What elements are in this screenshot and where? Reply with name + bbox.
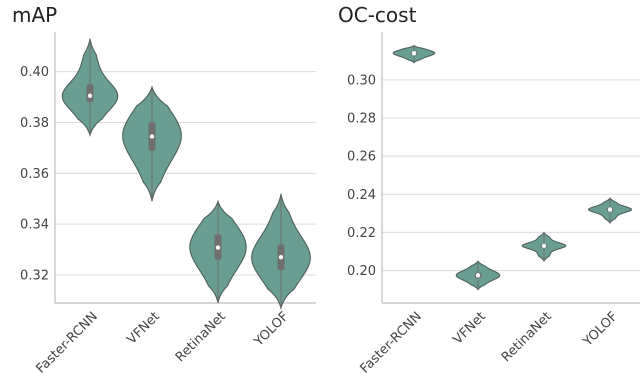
y-tick-label: 0.30 [347,73,376,88]
median-point [87,93,93,98]
x-tick-label: RetinaNet [499,309,555,365]
y-tick-label: 0.36 [20,167,49,182]
median-point [475,273,481,278]
median-point [411,50,417,56]
y-tick-label: 0.28 [347,112,376,127]
y-tick-label: 0.34 [20,218,49,233]
y-tick-label: 0.26 [347,150,376,165]
y-tick-label: 0.32 [20,269,49,284]
chart-title: OC-cost [338,3,417,27]
y-tick-label: 0.22 [347,226,376,241]
x-tick-label: YOLOF [580,309,621,350]
x-tick-label: Faster-RCNN [33,309,100,376]
chart-title: mAP [12,3,57,27]
median-point [278,255,284,260]
median-point [215,245,221,250]
x-tick-label: Faster-RCNN [357,309,424,376]
x-tick-label: VFNet [125,309,163,347]
y-tick-label: 0.24 [347,188,376,203]
panel-map: mAP 0.32 0.34 0.36 0.38 0.40 Faster-RCNN VFNet… [12,3,316,377]
y-tick-label: 0.40 [20,65,49,80]
x-tick-label: YOLOF [251,309,292,350]
median-point [607,207,613,212]
panel-oc-cost: OC-cost 0.20 0.22 0.24 0.26 0.28 0.30 Faster-R… [338,3,640,377]
x-tick-label: VFNet [451,309,489,347]
y-tick-label: 0.20 [347,264,376,279]
median-point [149,134,155,139]
x-tick-label: RetinaNet [173,309,229,365]
iqr-box [86,84,94,103]
median-point [541,243,547,248]
y-tick-label: 0.38 [20,116,49,131]
